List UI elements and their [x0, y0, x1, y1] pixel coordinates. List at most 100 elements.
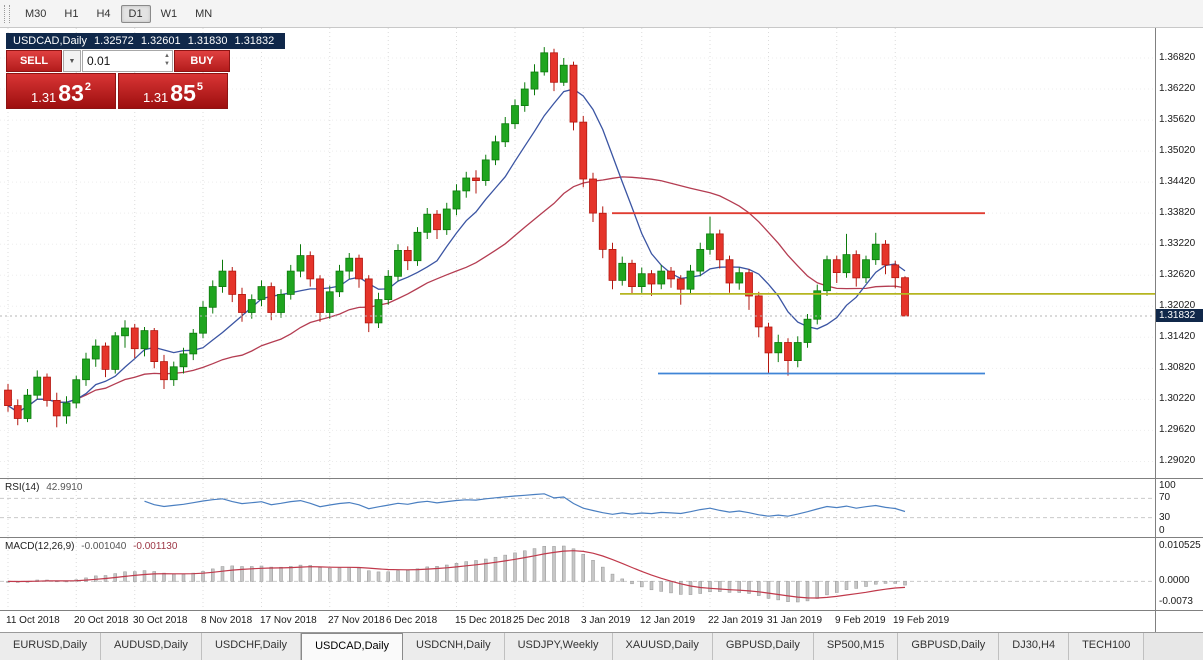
volume-value: 0.01: [87, 54, 111, 68]
candle: [784, 338, 792, 376]
pane-splitter[interactable]: [0, 610, 1203, 611]
chart-tab-DJ30-H4[interactable]: DJ30,H4: [999, 633, 1070, 660]
candle: [472, 170, 480, 194]
chart-tab-USDCNH-Daily[interactable]: USDCNH,Daily: [403, 633, 505, 660]
price-axis-label: 1.36220: [1159, 83, 1196, 94]
chart-area[interactable]: 11 Oct 2018 20 Oct 2018 30 Oct 2018 8 Nov 2…: [0, 28, 1155, 632]
macd-histogram-bar: [142, 570, 147, 582]
price-axis-label: 1.35620: [1159, 114, 1196, 125]
macd-histogram-bar: [737, 581, 741, 593]
sell-price-sup: 2: [84, 81, 92, 93]
macd-histogram-bar: [337, 567, 342, 582]
macd-histogram-bar: [152, 571, 156, 582]
candle: [881, 240, 890, 275]
chart-tab-USDCAD-Daily[interactable]: USDCAD,Daily: [301, 633, 404, 660]
candle: [33, 370, 42, 400]
candle: [374, 292, 383, 328]
macd-histogram-bar: [259, 565, 264, 582]
chart-workspace: 11 Oct 2018 20 Oct 2018 30 Oct 2018 8 Nov 2…: [0, 28, 1203, 632]
candle: [462, 171, 471, 198]
candle: [823, 255, 831, 296]
macd-histogram-bar: [669, 581, 673, 594]
candle: [871, 232, 880, 265]
chart-tab-TECH100[interactable]: TECH100: [1069, 633, 1145, 660]
toolbar-grip[interactable]: [4, 4, 10, 23]
timeframe-button-D1[interactable]: D1: [120, 4, 151, 23]
date-axis-label: 6 Dec 2018: [386, 615, 438, 626]
macd-axis-label: 0.010525: [1159, 540, 1201, 551]
buy-price-button[interactable]: 1.31 85 5: [118, 73, 228, 109]
macd-histogram-bar: [903, 581, 907, 586]
macd-histogram-bar: [181, 573, 186, 582]
candle: [442, 202, 451, 235]
candle: [452, 184, 461, 216]
macd-histogram-bar: [844, 581, 849, 590]
chart-tab-XAUUSD-Daily[interactable]: XAUUSD,Daily: [612, 633, 713, 660]
candle: [657, 264, 666, 290]
macd-histogram-bar: [133, 571, 137, 582]
candle: [160, 354, 168, 389]
pane-splitter[interactable]: [0, 478, 1203, 479]
date-axis-label: 30 Oct 2018: [133, 615, 188, 626]
buy-button[interactable]: BUY: [174, 50, 230, 72]
volume-spinner[interactable]: ▲ ▼: [164, 53, 170, 67]
macd-histogram-bar: [298, 564, 303, 582]
pane-splitter[interactable]: [0, 537, 1203, 538]
candle: [832, 255, 841, 283]
candle: [43, 373, 51, 407]
candle: [491, 135, 500, 166]
current-price-badge: 1.31832: [1156, 309, 1203, 322]
candle: [52, 392, 61, 428]
volume-input[interactable]: 0.01 ▲ ▼: [82, 50, 173, 72]
timeframe-button-M30[interactable]: M30: [25, 7, 47, 20]
macd-histogram-bar: [747, 581, 751, 594]
macd-histogram-bar: [854, 581, 858, 589]
timeframe-button-W1[interactable]: W1: [160, 7, 178, 20]
volume-dropdown-icon[interactable]: ▼: [63, 50, 81, 72]
candle: [13, 399, 22, 426]
macd-histogram-bar: [523, 550, 527, 582]
sell-price-button[interactable]: 1.31 83 2: [6, 73, 116, 109]
macd-histogram-bar: [708, 581, 712, 593]
candle: [628, 259, 636, 295]
rsi-name: RSI(14): [5, 482, 40, 493]
candle: [550, 48, 558, 92]
macd-histogram-bar: [757, 581, 761, 596]
chart-tab-USDJPY-Weekly[interactable]: USDJPY,Weekly: [504, 633, 613, 660]
candle: [228, 267, 237, 303]
buy-price-big: 85: [170, 80, 196, 107]
price-axis[interactable]: 1.31832 1.36820 1.36220 1.35620 1.35020 1.34…: [1155, 28, 1203, 632]
sell-button[interactable]: SELL: [6, 50, 62, 72]
candle: [852, 250, 861, 287]
chart-tab-GBPUSD-Daily[interactable]: GBPUSD,Daily: [712, 633, 814, 660]
candle: [101, 342, 110, 378]
candle: [501, 117, 510, 147]
macd-pane[interactable]: [0, 538, 1155, 610]
macd-histogram-bar: [269, 566, 273, 582]
macd-histogram-bar: [864, 581, 868, 587]
macd-histogram-bar: [484, 558, 488, 582]
price-axis-label: 1.35020: [1159, 145, 1196, 156]
chart-tab-AUDUSD-Daily[interactable]: AUDUSD,Daily: [100, 633, 202, 660]
timeframe-button-H1[interactable]: H1: [64, 7, 79, 20]
macd-main-value: -0.001040: [81, 541, 127, 552]
candle: [121, 320, 129, 348]
timeframe-button-H4[interactable]: H4: [96, 7, 111, 20]
date-axis-label: 20 Oct 2018: [74, 615, 129, 626]
timeframe-button-MN[interactable]: MN: [195, 7, 213, 20]
macd-histogram-bar: [581, 553, 585, 582]
rsi-pane[interactable]: [0, 479, 1155, 537]
chart-tab-EURUSD-Daily[interactable]: EURUSD,Daily: [0, 633, 101, 660]
macd-histogram-bar: [464, 561, 468, 582]
chart-tab-SP500-M15[interactable]: SP500,M15: [813, 633, 899, 660]
chart-tab-GBPUSD-Daily[interactable]: GBPUSD,Daily: [898, 633, 1000, 660]
macd-histogram-bar: [357, 567, 361, 582]
macd-histogram-bar: [230, 565, 234, 582]
candle: [179, 347, 188, 374]
date-axis-label: 27 Nov 2018: [328, 615, 385, 626]
macd-indicator-label: MACD(12,26,9) -0.001040 -0.001130: [5, 541, 177, 552]
chart-tab-USDCHF-Daily[interactable]: USDCHF,Daily: [201, 633, 302, 660]
macd-histogram-bar: [630, 581, 634, 585]
macd-histogram-bar: [591, 560, 595, 582]
candle: [111, 332, 120, 374]
